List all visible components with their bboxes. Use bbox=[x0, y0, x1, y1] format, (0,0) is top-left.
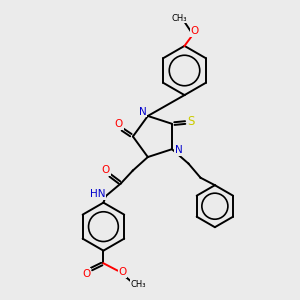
Text: HN: HN bbox=[90, 189, 105, 199]
Text: CH₃: CH₃ bbox=[130, 280, 146, 289]
Text: N: N bbox=[175, 146, 182, 155]
Text: N: N bbox=[139, 107, 146, 117]
Text: CH₃: CH₃ bbox=[171, 14, 187, 23]
Text: O: O bbox=[102, 165, 110, 175]
Text: O: O bbox=[115, 119, 123, 129]
Text: O: O bbox=[190, 26, 199, 37]
Text: O: O bbox=[118, 267, 127, 277]
Text: O: O bbox=[82, 269, 91, 279]
Text: S: S bbox=[188, 115, 195, 128]
